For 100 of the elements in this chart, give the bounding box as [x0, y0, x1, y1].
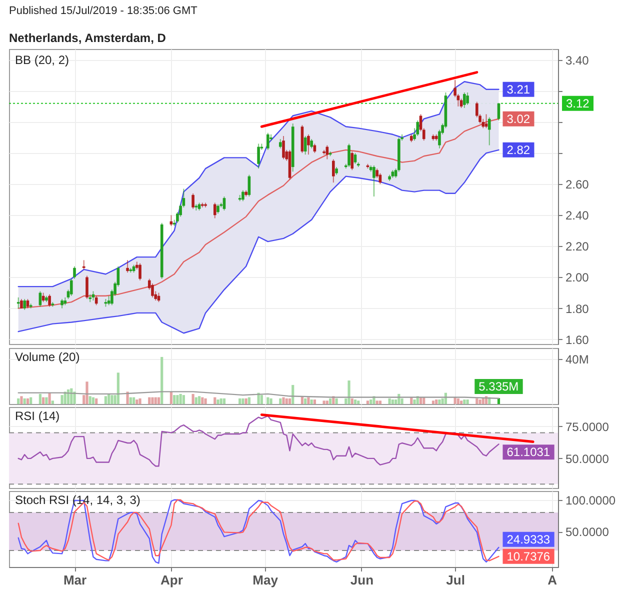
bar — [136, 400, 138, 404]
chart-title: RSI (14) — [15, 409, 60, 423]
bar — [310, 400, 313, 404]
bar — [173, 395, 176, 404]
bar — [366, 400, 370, 404]
bar — [248, 397, 250, 404]
bar — [222, 398, 226, 404]
x-tick-label: Jul — [446, 572, 465, 588]
data-label: 24.9333 — [506, 532, 550, 546]
bar — [38, 394, 42, 404]
data-label: 5.335M — [478, 380, 519, 394]
y-tick-label: 2.60 — [566, 178, 590, 192]
line-series — [18, 149, 500, 334]
bar — [460, 400, 463, 404]
bar — [17, 398, 20, 404]
bar — [151, 397, 154, 404]
bar — [463, 400, 466, 404]
bar — [282, 397, 285, 404]
bar — [104, 396, 107, 404]
bar — [51, 400, 54, 404]
bar — [348, 380, 350, 404]
bar — [266, 397, 270, 404]
data-label: 10.7376 — [506, 549, 550, 564]
bar — [326, 400, 328, 404]
bar — [73, 392, 76, 404]
y-tick-label: 50.0000 — [566, 452, 610, 466]
data-label: 61.1031 — [506, 445, 550, 460]
bar — [214, 397, 216, 404]
y-tick-label: 2.20 — [566, 240, 590, 254]
bar — [413, 400, 416, 404]
bar — [108, 394, 110, 404]
x-tick-label: Apr — [160, 572, 183, 588]
bar — [350, 398, 354, 404]
bar — [370, 400, 372, 404]
bar — [23, 398, 26, 404]
chart-title: Volume (20) — [15, 350, 80, 364]
bar — [194, 397, 198, 404]
y-tick-label: 50.0000 — [566, 525, 610, 540]
x-tick-label: Mar — [63, 572, 87, 588]
bar — [456, 398, 460, 404]
bar — [20, 396, 23, 404]
bar — [220, 398, 222, 404]
bar — [154, 397, 157, 404]
bar — [378, 400, 382, 404]
bar — [270, 398, 272, 404]
bar — [176, 395, 179, 404]
bar — [260, 395, 263, 404]
bar — [182, 395, 185, 404]
bar — [307, 397, 310, 404]
y-tick-label: 3.40 — [566, 53, 590, 68]
bar — [92, 397, 95, 404]
bar — [48, 392, 51, 404]
bar — [466, 400, 469, 404]
bar — [26, 398, 30, 404]
bar — [244, 398, 248, 404]
bar — [160, 356, 164, 404]
bar — [192, 394, 194, 404]
y-tick-label: 1.60 — [566, 332, 590, 347]
bar — [95, 398, 98, 404]
bar — [129, 397, 132, 404]
line-series — [18, 81, 500, 288]
bar — [391, 400, 394, 404]
bar — [42, 397, 45, 404]
bar — [116, 372, 120, 404]
bar — [204, 398, 207, 404]
bar — [438, 400, 441, 404]
y-tick-label: 2.40 — [566, 208, 590, 223]
bar — [198, 396, 201, 404]
y-tick-label: 75.0000 — [566, 420, 610, 434]
bar — [170, 392, 173, 404]
bar — [201, 397, 204, 404]
y-tick-label: 1.80 — [566, 302, 590, 316]
bar — [30, 397, 32, 404]
bar — [432, 400, 435, 404]
bar — [335, 398, 338, 404]
y-tick-label: 100.0000 — [566, 493, 616, 508]
bar — [126, 392, 129, 404]
bar — [354, 400, 357, 404]
bar — [45, 397, 48, 404]
bar — [88, 396, 92, 404]
chart-title: Netherlands, Amsterdam, D — [9, 31, 166, 45]
text: Published 15/Jul/2019 - 18:35:06 GMT — [9, 5, 198, 17]
line-series — [18, 118, 500, 309]
data-label: 3.21 — [506, 82, 530, 96]
bar — [138, 398, 142, 404]
bar — [313, 400, 316, 404]
ref-line-label: 3.12 — [566, 96, 590, 110]
bar — [357, 400, 360, 404]
bar — [376, 400, 378, 404]
bar — [322, 400, 326, 404]
bar — [478, 400, 482, 404]
bar — [157, 397, 160, 404]
y-tick-label: 40M — [566, 352, 589, 367]
bar — [288, 398, 292, 404]
bar — [216, 400, 220, 404]
bar — [86, 382, 88, 404]
bar — [279, 398, 282, 404]
bar — [132, 397, 136, 404]
data-label: 3.02 — [506, 112, 530, 126]
bar — [60, 395, 64, 404]
